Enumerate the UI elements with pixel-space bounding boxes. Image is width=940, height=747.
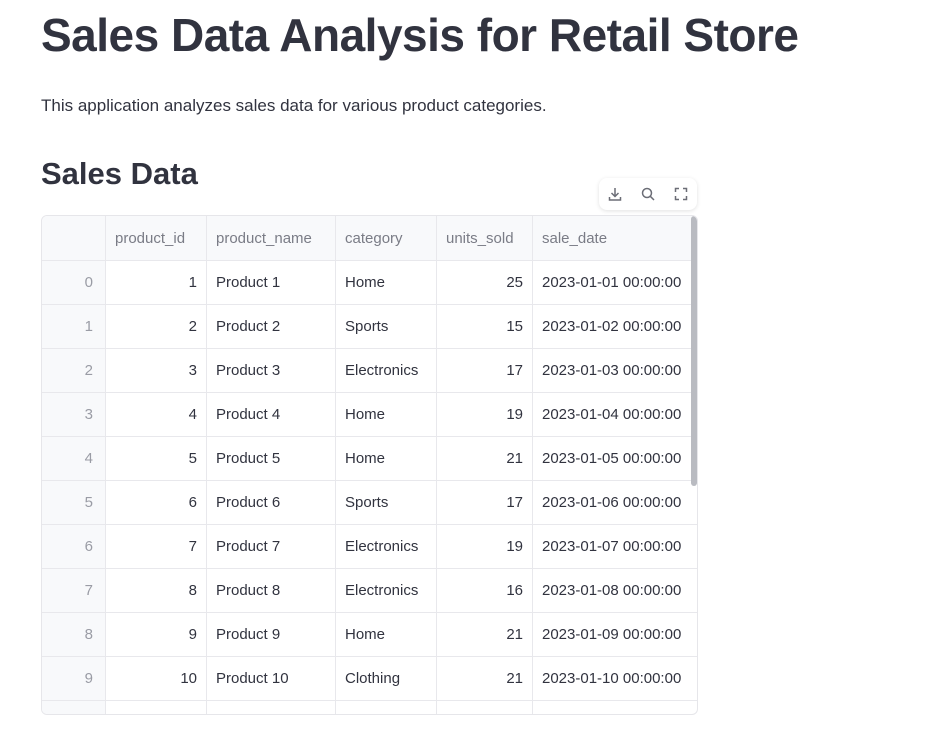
table-cell: Product 3 (207, 349, 336, 393)
table-cell: Product 4 (207, 393, 336, 437)
table-cell: 17 (437, 481, 533, 525)
row-index: 0 (42, 261, 106, 305)
table-cell: 2023-01-05 00:00:00 (533, 437, 697, 481)
row-index: 7 (42, 569, 106, 613)
table-cell: 8 (106, 569, 207, 613)
table-cell: 19 (437, 393, 533, 437)
table-cell: Product 2 (207, 305, 336, 349)
row-index: 6 (42, 525, 106, 569)
column-header: category (336, 216, 437, 261)
table-cell: Electronics (336, 349, 437, 393)
table-cell: Product 5 (207, 437, 336, 481)
table-cell (207, 701, 336, 714)
table-cell (533, 701, 697, 714)
table-cell: 16 (437, 569, 533, 613)
table-cell: Product 8 (207, 569, 336, 613)
row-index: 4 (42, 437, 106, 481)
description: This application analyzes sales data for… (41, 96, 547, 115)
table-cell: 6 (106, 481, 207, 525)
table-cell: 10 (106, 657, 207, 701)
row-index: 1 (42, 305, 106, 349)
table-row (42, 701, 697, 714)
table-row: 4 5 Product 5 Home 21 2023-01-05 00:00:00 (42, 437, 697, 481)
table-cell: Electronics (336, 525, 437, 569)
table-cell: 2023-01-04 00:00:00 (533, 393, 697, 437)
row-index: 9 (42, 657, 106, 701)
table-cell: 21 (437, 437, 533, 481)
table-cell: 7 (106, 525, 207, 569)
table-cell (106, 701, 207, 714)
table-row: 9 10 Product 10 Clothing 21 2023-01-10 00:00:… (42, 657, 697, 701)
column-header: sale_date (533, 216, 697, 261)
table-row: product_id product_name category units_sold… (42, 216, 697, 261)
table-cell: 2023-01-06 00:00:00 (533, 481, 697, 525)
column-header: product_id (106, 216, 207, 261)
table-cell: 15 (437, 305, 533, 349)
table-cell: 5 (106, 437, 207, 481)
column-header: units_sold (437, 216, 533, 261)
table-cell: 25 (437, 261, 533, 305)
table-row: 5 6 Product 6 Sports 17 2023-01-06 00:00:00 (42, 481, 697, 525)
table-cell: 9 (106, 613, 207, 657)
table-cell (42, 701, 106, 714)
table-cell: Product 1 (207, 261, 336, 305)
column-header: product_name (207, 216, 336, 261)
table-cell: Home (336, 393, 437, 437)
table-toolbar (599, 178, 697, 210)
table-cell: 19 (437, 525, 533, 569)
table-cell: Home (336, 437, 437, 481)
table-cell: 2023-01-09 00:00:00 (533, 613, 697, 657)
table-cell: 17 (437, 349, 533, 393)
table-cell: 3 (106, 349, 207, 393)
data-table[interactable]: product_id product_name category units_sold… (41, 215, 698, 715)
scrollbar[interactable] (691, 216, 697, 486)
header-cell (42, 216, 106, 261)
table-cell (437, 701, 533, 714)
table-cell: 2023-01-03 00:00:00 (533, 349, 697, 393)
section-title: Sales Data (41, 156, 198, 191)
table-cell: Product 10 (207, 657, 336, 701)
table-cell: 2023-01-08 00:00:00 (533, 569, 697, 613)
table-cell: 2023-01-07 00:00:00 (533, 525, 697, 569)
table-cell: Sports (336, 305, 437, 349)
table-cell: 1 (106, 261, 207, 305)
table-cell: Product 7 (207, 525, 336, 569)
search-button[interactable] (640, 186, 656, 202)
table-cell: 2023-01-10 00:00:00 (533, 657, 697, 701)
table-row: 2 3 Product 3 Electronics 17 2023-01-03 00:00… (42, 349, 697, 393)
table-cell: Home (336, 261, 437, 305)
table-cell: Product 9 (207, 613, 336, 657)
row-index: 3 (42, 393, 106, 437)
table-cell: 2 (106, 305, 207, 349)
row-index: 2 (42, 349, 106, 393)
fullscreen-button[interactable] (673, 186, 689, 202)
table-row: 1 2 Product 2 Sports 15 2023-01-02 00:00:00 (42, 305, 697, 349)
table-cell: 2023-01-01 00:00:00 (533, 261, 697, 305)
table-row: 8 9 Product 9 Home 21 2023-01-09 00:00:00 (42, 613, 697, 657)
table-cell (336, 701, 437, 714)
row-index: 8 (42, 613, 106, 657)
row-index: 5 (42, 481, 106, 525)
table-cell: 2023-01-02 00:00:00 (533, 305, 697, 349)
download-button[interactable] (607, 186, 623, 202)
table-row: 6 7 Product 7 Electronics 19 2023-01-07 00:00… (42, 525, 697, 569)
table-cell: 21 (437, 613, 533, 657)
table-cell: Electronics (336, 569, 437, 613)
table-row: 7 8 Product 8 Electronics 16 2023-01-08 00:00… (42, 569, 697, 613)
table-row: 0 1 Product 1 Home 25 2023-01-01 00:00:00 (42, 261, 697, 305)
table-row: 3 4 Product 4 Home 19 2023-01-04 00:00:00 (42, 393, 697, 437)
table-cell: 21 (437, 657, 533, 701)
table-cell: Home (336, 613, 437, 657)
table-cell: Sports (336, 481, 437, 525)
table-cell: Clothing (336, 657, 437, 701)
table-cell: 4 (106, 393, 207, 437)
table-cell: Product 6 (207, 481, 336, 525)
page-title: Sales Data Analysis for Retail Store (41, 9, 799, 61)
